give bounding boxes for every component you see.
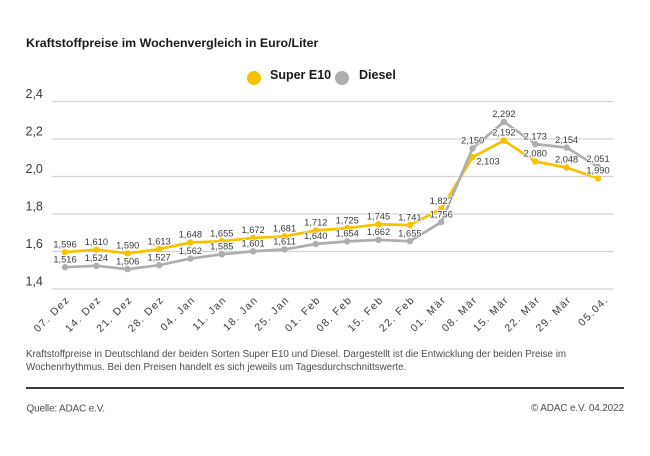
svg-text:2,292: 2,292	[492, 109, 515, 119]
svg-text:1,611: 1,611	[273, 237, 296, 247]
svg-text:2,154: 2,154	[555, 135, 578, 145]
svg-text:2,080: 2,080	[524, 149, 547, 159]
svg-text:1,4: 1,4	[26, 275, 43, 289]
svg-text:2,048: 2,048	[555, 155, 578, 165]
svg-text:2,173: 2,173	[524, 131, 547, 141]
svg-text:1,6: 1,6	[26, 237, 43, 251]
svg-text:1,655: 1,655	[210, 228, 233, 238]
svg-text:1,756: 1,756	[430, 209, 453, 219]
svg-text:1,562: 1,562	[179, 246, 202, 256]
svg-text:2,0: 2,0	[26, 162, 43, 176]
svg-text:1,990: 1,990	[586, 166, 609, 176]
svg-text:1,741: 1,741	[398, 212, 421, 222]
svg-text:1,524: 1,524	[85, 253, 108, 263]
svg-text:1,827: 1,827	[430, 196, 453, 206]
svg-text:1,681: 1,681	[273, 224, 296, 234]
svg-text:2,2: 2,2	[26, 125, 43, 139]
svg-text:1,613: 1,613	[147, 236, 170, 246]
svg-text:1,585: 1,585	[210, 242, 233, 252]
svg-text:2,103: 2,103	[476, 157, 499, 167]
svg-text:1,655: 1,655	[398, 228, 421, 238]
svg-text:1,596: 1,596	[53, 239, 76, 249]
svg-text:2,051: 2,051	[586, 154, 609, 164]
svg-text:1,725: 1,725	[336, 215, 359, 225]
svg-text:2,150: 2,150	[461, 136, 484, 146]
svg-text:1,654: 1,654	[336, 229, 359, 239]
svg-text:© ADAC e.V. 04.2022: © ADAC e.V. 04.2022	[531, 403, 624, 414]
svg-text:1,672: 1,672	[241, 225, 264, 235]
svg-text:1,745: 1,745	[367, 212, 390, 222]
svg-text:1,712: 1,712	[304, 218, 327, 228]
svg-text:1,506: 1,506	[116, 256, 139, 266]
svg-text:05.04.: 05.04.	[576, 294, 611, 329]
svg-text:2,192: 2,192	[492, 128, 515, 138]
svg-text:1,527: 1,527	[147, 252, 170, 262]
svg-text:Quelle: ADAC e.V.: Quelle: ADAC e.V.	[27, 404, 106, 415]
svg-text:1,590: 1,590	[116, 241, 139, 251]
svg-text:2,4: 2,4	[26, 87, 43, 101]
svg-text:1,640: 1,640	[304, 231, 327, 241]
svg-text:1,610: 1,610	[85, 237, 108, 247]
svg-text:1,601: 1,601	[241, 239, 264, 249]
svg-text:1,516: 1,516	[53, 254, 76, 264]
svg-text:1,8: 1,8	[26, 200, 43, 214]
svg-text:1,662: 1,662	[367, 227, 390, 237]
svg-text:1,648: 1,648	[179, 230, 202, 240]
